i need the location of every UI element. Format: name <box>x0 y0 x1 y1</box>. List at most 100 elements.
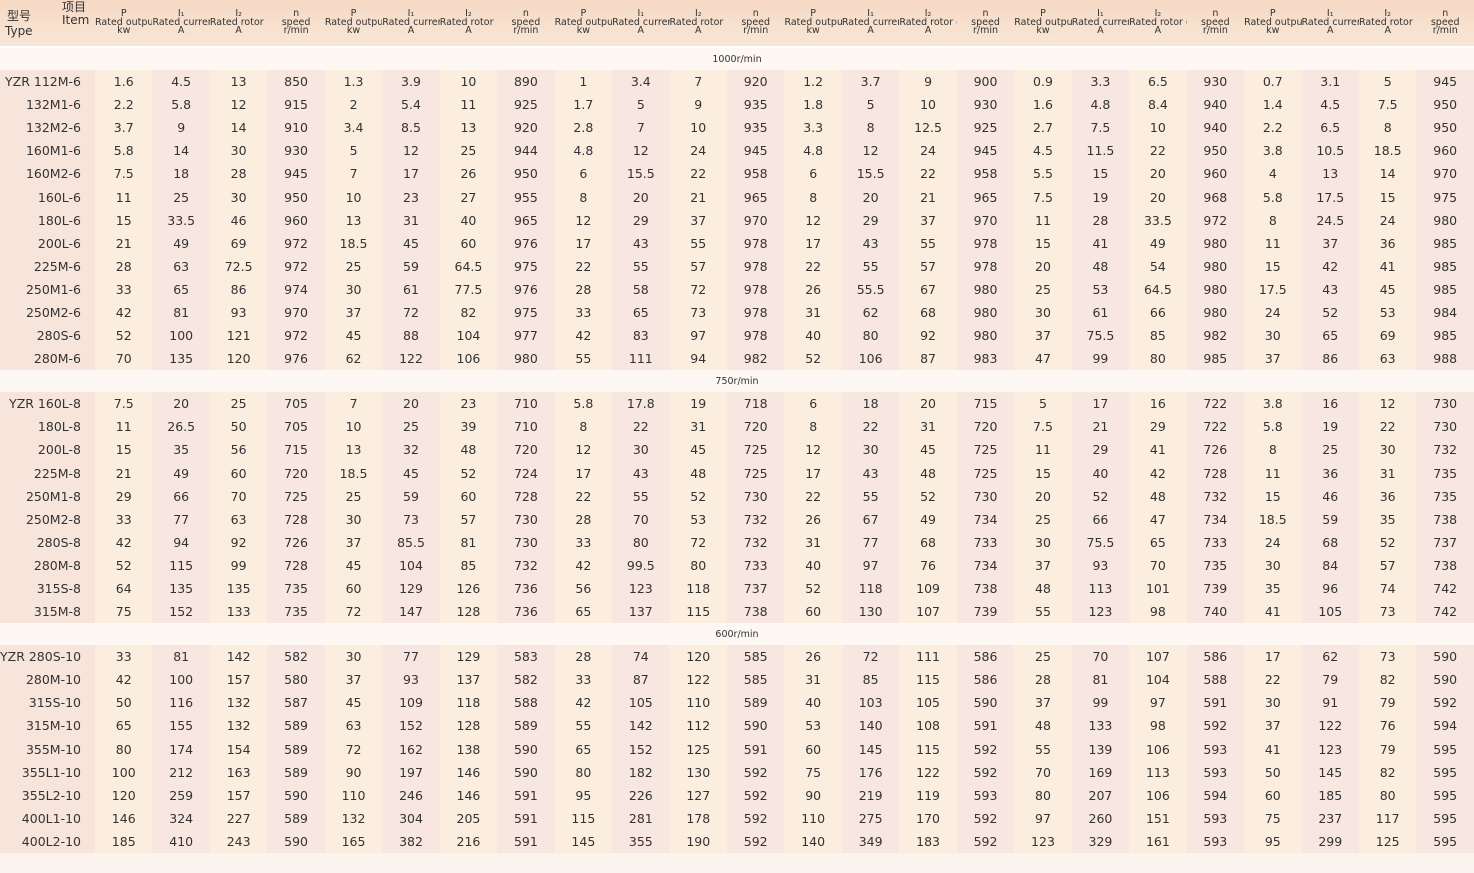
value-cell: 920 <box>497 116 555 140</box>
value-cell: 104 <box>1129 668 1187 692</box>
value-cell: 10.5 <box>1301 139 1359 163</box>
value-cell: 588 <box>1186 668 1245 692</box>
value-cell: 586 <box>1186 645 1245 669</box>
column-unit: kw <box>576 25 590 37</box>
value-cell: 950 <box>1416 116 1474 140</box>
motor-type: 200L-6 <box>0 231 95 255</box>
motor-type: 250M1-8 <box>0 484 95 508</box>
value-cell: 590 <box>497 737 555 761</box>
column-unit: r/min <box>1202 25 1228 37</box>
value-cell: 85.5 <box>382 530 440 554</box>
value-cell: 80 <box>669 553 727 577</box>
column-unit: r/min <box>513 25 539 37</box>
value-cell: 3.8 <box>1244 392 1302 416</box>
column-unit: A <box>924 25 932 37</box>
value-cell: 17 <box>784 231 842 255</box>
corner-header: 型号 项目 Type Item <box>0 0 95 48</box>
value-cell: 739 <box>1186 576 1245 601</box>
column-symbol: I₁ <box>1097 8 1104 20</box>
value-cell: 106 <box>439 347 498 371</box>
value-cell: 10 <box>439 70 498 94</box>
motor-type: YZR 160L-8 <box>0 392 95 416</box>
value-cell: 20 <box>1129 162 1187 186</box>
value-cell: 1.4 <box>1244 93 1302 117</box>
value-cell: 595 <box>1416 737 1474 761</box>
value-cell: 55 <box>612 254 670 278</box>
value-cell: 733 <box>956 530 1015 554</box>
column-unit: A <box>177 25 185 37</box>
value-cell: 41 <box>1129 438 1187 462</box>
value-cell: 590 <box>1416 645 1474 669</box>
value-cell: 738 <box>956 576 1015 601</box>
section-title: 1000r/min <box>0 47 1474 70</box>
value-cell: 115 <box>152 553 210 577</box>
value-cell: 52 <box>1301 300 1359 325</box>
value-cell: 52 <box>899 484 957 508</box>
value-cell: 30 <box>209 139 268 163</box>
value-cell: 950 <box>497 162 555 186</box>
value-cell: 33.5 <box>152 208 210 232</box>
motor-type: 225M-6 <box>0 254 95 278</box>
value-cell: 591 <box>497 806 555 830</box>
motor-type: 200L-8 <box>0 438 95 462</box>
value-cell: 24 <box>669 139 727 163</box>
data-row: 280M-6 70 135 120 976 62 122 106 980 55 111 94 982 52… <box>0 347 1474 371</box>
value-cell: 705 <box>267 392 325 416</box>
value-cell: 133 <box>209 600 268 624</box>
value-cell: 5 <box>324 139 383 163</box>
value-cell: 70 <box>1071 645 1130 669</box>
value-cell: 582 <box>267 645 325 669</box>
value-cell: 60 <box>784 600 842 624</box>
value-cell: 25 <box>382 415 440 439</box>
column-header: n speed r/min <box>956 0 1015 48</box>
value-cell: 720 <box>267 461 325 485</box>
value-cell: 30 <box>1244 324 1302 348</box>
value-cell: 17.8 <box>612 392 670 416</box>
value-cell: 82 <box>439 300 498 325</box>
value-cell: 26 <box>784 277 842 301</box>
value-cell: 68 <box>899 530 957 554</box>
value-cell: 28 <box>209 162 268 186</box>
value-cell: 53 <box>669 507 727 531</box>
value-cell: 1.6 <box>95 70 153 94</box>
value-cell: 3.3 <box>784 116 842 140</box>
value-cell: 8 <box>1244 438 1302 462</box>
value-cell: 10 <box>1129 116 1187 140</box>
value-cell: 117 <box>1358 806 1417 830</box>
value-cell: 737 <box>1416 530 1474 554</box>
value-cell: 82 <box>1358 668 1417 692</box>
value-cell: 135 <box>209 576 268 601</box>
value-cell: 162 <box>382 737 440 761</box>
value-cell: 212 <box>152 760 210 784</box>
value-cell: 72 <box>669 530 727 554</box>
value-cell: 80 <box>1014 783 1072 807</box>
value-cell: 980 <box>1186 254 1245 278</box>
value-cell: 735 <box>1186 553 1245 577</box>
value-cell: 54 <box>1129 254 1187 278</box>
value-cell: 140 <box>841 714 900 738</box>
column-unit: r/min <box>1432 25 1458 37</box>
value-cell: 57 <box>439 507 498 531</box>
value-cell: 15 <box>95 208 153 232</box>
value-cell: 60 <box>1244 783 1302 807</box>
value-cell: 925 <box>497 93 555 117</box>
value-cell: 6 <box>784 162 842 186</box>
value-cell: 216 <box>439 829 498 853</box>
value-cell: 56 <box>554 576 613 601</box>
value-cell: 583 <box>497 645 555 669</box>
column-unit: A <box>235 25 242 37</box>
data-row: YZR 160L-8 7.5 20 25 705 7 20 23 710 5.8 17.8 19 718… <box>0 392 1474 416</box>
value-cell: 96 <box>1301 576 1359 601</box>
column-unit: A <box>407 25 415 37</box>
column-symbol: I₂ <box>1154 8 1162 20</box>
value-cell: 960 <box>267 208 325 232</box>
value-cell: 742 <box>1416 600 1474 624</box>
value-cell: 728 <box>267 507 325 531</box>
value-cell: 132 <box>209 714 268 738</box>
value-cell: 591 <box>726 737 785 761</box>
motor-type: 225M-8 <box>0 461 95 485</box>
value-cell: 7 <box>324 162 383 186</box>
value-cell: 945 <box>956 139 1015 163</box>
value-cell: 8 <box>841 116 900 140</box>
value-cell: 81 <box>152 300 210 325</box>
